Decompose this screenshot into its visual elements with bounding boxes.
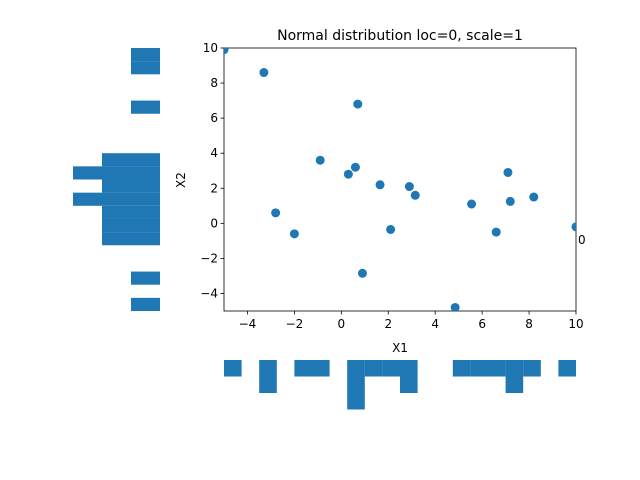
y-histogram-bar bbox=[73, 192, 160, 206]
scatter-point bbox=[224, 48, 229, 55]
y-marginal-histogram bbox=[73, 48, 160, 311]
y-histogram-bar bbox=[102, 205, 160, 219]
scatter-point bbox=[404, 182, 414, 192]
x-histogram-bar bbox=[224, 360, 242, 377]
x-histogram-bar bbox=[470, 360, 488, 377]
x-histogram-bar bbox=[488, 360, 506, 377]
y-tick-label: 0 bbox=[210, 216, 218, 230]
scatter-point bbox=[529, 192, 539, 202]
x-histogram-bar bbox=[364, 360, 383, 377]
scatter-point bbox=[343, 169, 353, 179]
y-ticks: −4 −2 0 2 4 6 8 10 bbox=[200, 41, 224, 300]
x-histogram-bar bbox=[294, 360, 312, 377]
scatter-point bbox=[289, 229, 299, 239]
scatter-point bbox=[571, 222, 576, 232]
y-histogram-bar bbox=[131, 297, 160, 311]
x-tick-label: 2 bbox=[384, 317, 392, 331]
scatter-point bbox=[259, 68, 269, 78]
y-tick-label: 6 bbox=[210, 111, 218, 125]
scatter-axes: −4 −2 0 2 4 6 8 10 −4 −2 0 2 4 6 8 10 Normal distribut… bbox=[174, 28, 586, 355]
y-histogram-bar bbox=[131, 100, 160, 114]
x-tick-label: 0 bbox=[338, 317, 346, 331]
x-histogram-bar bbox=[523, 360, 541, 377]
scatter-point bbox=[503, 167, 513, 177]
y-histogram-bar bbox=[102, 218, 160, 233]
x-histogram-bar bbox=[312, 360, 330, 377]
scatter-point bbox=[353, 99, 363, 109]
y-tick-label: 2 bbox=[210, 181, 218, 195]
point-annotation: 0 bbox=[578, 233, 586, 247]
x-tick-label: 6 bbox=[478, 317, 486, 331]
scatter-point bbox=[357, 268, 367, 278]
scatter-point bbox=[491, 227, 501, 237]
x-tick-label: −4 bbox=[239, 317, 257, 331]
plot-frame bbox=[223, 47, 577, 312]
scatter-point bbox=[315, 155, 325, 165]
x-marginal-histogram bbox=[224, 360, 576, 410]
y-histogram-bar bbox=[131, 48, 160, 62]
x-ticks: −4 −2 0 2 4 6 8 10 bbox=[239, 311, 584, 331]
y-histogram-bar bbox=[102, 153, 160, 167]
y-tick-label: 4 bbox=[210, 146, 218, 160]
scatter-points bbox=[224, 48, 576, 311]
scatter-point bbox=[505, 196, 515, 206]
x-histogram-bar bbox=[452, 360, 471, 377]
y-histogram-bar bbox=[102, 179, 160, 193]
scatter-point bbox=[375, 180, 385, 190]
y-histogram-bar bbox=[131, 61, 160, 75]
x-tick-label: 10 bbox=[568, 317, 583, 331]
scatter-point bbox=[271, 208, 281, 218]
y-tick-label: −2 bbox=[200, 251, 218, 265]
x-histogram-bar bbox=[400, 360, 418, 393]
chart-title: Normal distribution loc=0, scale=1 bbox=[277, 28, 523, 44]
scatter-point bbox=[386, 224, 396, 234]
x-tick-label: −2 bbox=[286, 317, 304, 331]
y-histogram-bar bbox=[102, 232, 160, 246]
x-histogram-bar bbox=[259, 360, 277, 393]
x-histogram-bar bbox=[505, 360, 524, 393]
y-tick-label: −4 bbox=[200, 286, 218, 300]
x-axis-label: X1 bbox=[392, 341, 408, 355]
x-tick-label: 4 bbox=[431, 317, 439, 331]
scatter-point bbox=[350, 162, 360, 172]
y-axis-label: X2 bbox=[174, 172, 188, 188]
scatter-point bbox=[450, 302, 460, 311]
y-histogram-bar bbox=[73, 166, 160, 180]
y-histogram-bar bbox=[131, 271, 160, 285]
x-tick-label: 8 bbox=[525, 317, 533, 331]
y-tick-label: 10 bbox=[203, 41, 218, 55]
x-histogram-bar bbox=[347, 360, 365, 410]
x-histogram-bar bbox=[558, 360, 576, 377]
scatter-point bbox=[467, 199, 477, 209]
x-histogram-bar bbox=[382, 360, 400, 377]
y-tick-label: 8 bbox=[210, 76, 218, 90]
scatter-point bbox=[410, 190, 420, 200]
